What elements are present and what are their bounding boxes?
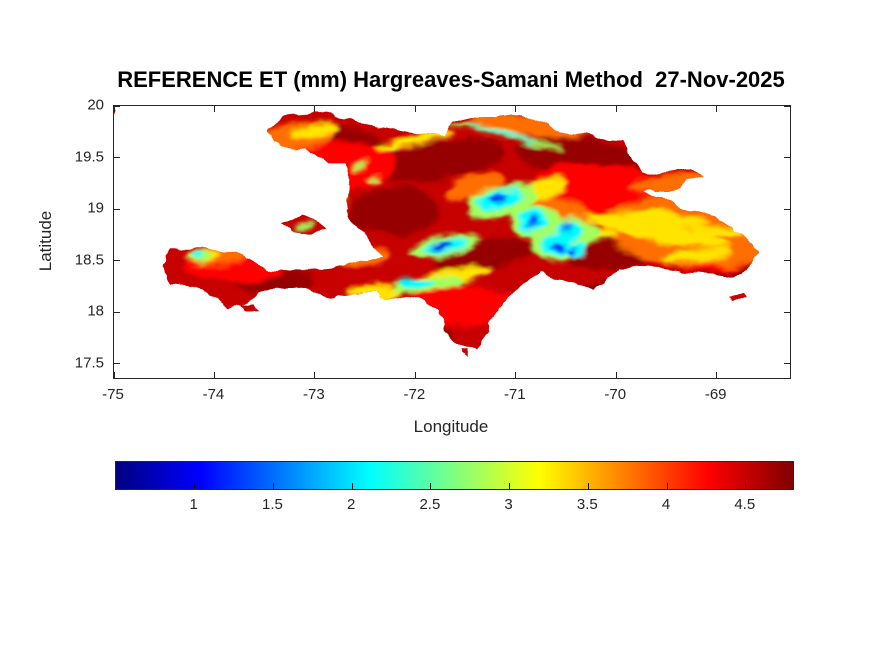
x-tick-mark <box>314 372 316 378</box>
colorbar-gradient <box>116 462 793 489</box>
y-tick-mark <box>114 157 120 158</box>
heatmap-svg <box>114 109 757 356</box>
x-tick-mark <box>716 372 718 378</box>
x-tick-label: -72 <box>403 386 426 403</box>
y-tick-mark <box>784 208 790 210</box>
colorbar-tick-mark <box>351 483 353 489</box>
landmass-beata <box>459 349 467 356</box>
colorbar-tick-label: 3.5 <box>576 496 598 513</box>
colorbar-tick-label: 1.5 <box>262 496 283 513</box>
y-tick-label: 18 <box>87 302 104 320</box>
x-tick-mark <box>414 372 416 378</box>
y-tick-mark <box>784 260 790 262</box>
y-tick-label: 18.5 <box>74 251 104 269</box>
x-tick-mark <box>314 106 316 112</box>
y-tick-mark <box>114 105 120 107</box>
colorbar-tick-label: 4 <box>661 496 671 513</box>
y-tick-label: 19.5 <box>74 148 104 165</box>
x-tick-mark <box>113 106 115 112</box>
colorbar-tick-label: 2 <box>346 496 356 513</box>
x-tick-label: -74 <box>202 386 225 403</box>
colorbar-tick-label: 1 <box>189 496 198 513</box>
x-tick-label: -70 <box>604 386 627 403</box>
plot-area <box>113 105 791 379</box>
x-tick-mark <box>716 106 718 112</box>
y-tick-mark <box>114 260 120 262</box>
x-tick-mark <box>515 106 517 112</box>
x-tick-label: -75 <box>102 386 124 403</box>
x-tick-label: -71 <box>503 386 526 403</box>
x-tick-mark <box>213 106 215 112</box>
colorbar-tick-mark <box>272 483 274 489</box>
x-tick-mark <box>615 106 617 112</box>
colorbar-tick-mark <box>587 483 589 489</box>
colorbar-tick-label: 2.5 <box>419 496 441 513</box>
y-tick-mark <box>784 105 790 107</box>
y-tick-mark <box>784 363 790 365</box>
x-tick-mark <box>515 372 517 378</box>
stray-data-pixel <box>114 109 118 114</box>
x-tick-label: -69 <box>704 386 727 403</box>
landmass-ile-a-vache <box>239 301 260 309</box>
x-axis-label: Longitude <box>413 417 489 436</box>
x-tick-mark <box>615 372 617 378</box>
landmass-saona <box>728 294 747 302</box>
y-tick-mark <box>114 208 120 210</box>
colorbar-tick-mark <box>194 483 196 489</box>
colorbar <box>115 461 794 490</box>
colorbar-tick-mark <box>745 483 747 489</box>
chart-title: REFERENCE ET (mm) Hargreaves-Samani Meth… <box>117 67 785 92</box>
colorbar-tick-label: 3 <box>504 496 513 513</box>
colorbar-tick-mark <box>430 483 432 489</box>
y-tick-mark <box>114 311 120 313</box>
x-tick-mark <box>113 372 115 378</box>
y-axis-label: Latitude <box>36 210 55 272</box>
x-tick-label: -73 <box>303 386 325 403</box>
colorbar-tick-mark <box>509 483 511 489</box>
heatmap-layer <box>114 109 757 356</box>
colorbar-tick-mark <box>666 483 668 489</box>
y-tick-label: 20 <box>87 96 104 114</box>
y-tick-label: 19 <box>87 199 104 217</box>
y-tick-mark <box>114 363 120 365</box>
x-tick-mark <box>414 106 416 112</box>
x-tick-mark <box>213 372 215 378</box>
colorbar-tick-label: 4.5 <box>734 496 756 513</box>
y-tick-mark <box>784 311 790 313</box>
y-tick-mark <box>784 157 790 158</box>
y-tick-label: 17.5 <box>74 354 104 372</box>
